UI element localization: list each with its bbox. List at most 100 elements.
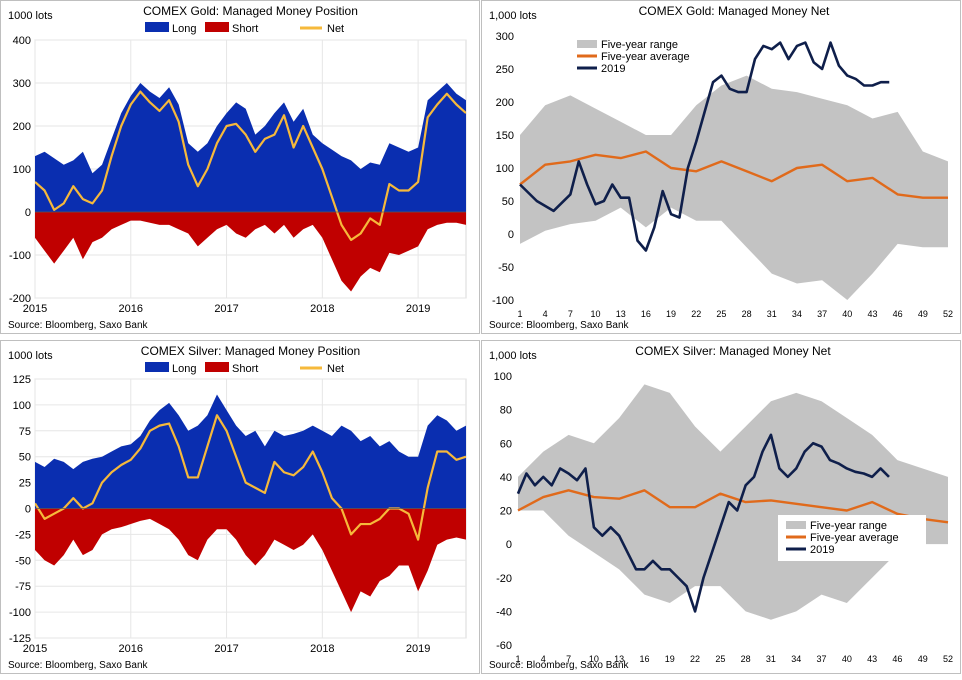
gold-net-legend-swatch-range — [577, 40, 597, 48]
gold-net-xtick-label: 7 — [568, 309, 573, 319]
silver-net-xtick-label: 34 — [791, 654, 801, 664]
gold-net-ytick-label: 100 — [496, 163, 514, 175]
gold-position-panel: COMEX Gold: Managed Money Position 1000 l… — [0, 0, 480, 334]
legend-label-short: Short — [232, 363, 258, 375]
silver-net-ylabel: 1,000 lots — [489, 350, 537, 362]
silver-net-ytick-label: 100 — [494, 371, 512, 383]
legend-label-long: Long — [172, 363, 196, 375]
silver-position-ytick-label: 50 — [19, 452, 31, 464]
gold-position-ytick-label: 400 — [13, 35, 31, 47]
gold-net-xtick-label: 37 — [817, 309, 827, 319]
silver-net-xtick-label: 16 — [639, 654, 649, 664]
silver-net-xtick-label: 43 — [867, 654, 877, 664]
silver-net-xtick-label: 52 — [943, 654, 953, 664]
gold-net-ylabel: 1,000 lots — [489, 10, 537, 22]
silver-net-xtick-label: 46 — [892, 654, 902, 664]
silver-net-xtick-label: 19 — [665, 654, 675, 664]
gold-position-ytick-label: 100 — [13, 164, 31, 176]
silver-position-ytick-label: -25 — [15, 529, 31, 541]
silver-position-panel: COMEX Silver: Managed Money Position1000… — [0, 340, 480, 674]
silver-net-ytick-label: -60 — [496, 640, 512, 652]
silver-net-ytick-label: -20 — [496, 573, 512, 585]
gold-net-xtick-label: 16 — [641, 309, 651, 319]
gold-position-source: Source: Bloomberg, Saxo Bank — [8, 320, 149, 331]
silver-position-ytick-label: 0 — [25, 504, 31, 516]
year-2019-line — [516, 433, 890, 613]
gold-position-ytick-label: -100 — [9, 250, 31, 262]
gold-net-xtick-label: 28 — [742, 309, 752, 319]
silver-net-panel: COMEX Silver: Managed Money Net 1,000 lot… — [481, 340, 961, 674]
long-area — [35, 394, 466, 509]
silver-net-xtick-label: 13 — [614, 654, 624, 664]
silver-position-ytick-label: 125 — [13, 374, 31, 386]
silver-net-xtick-label: 31 — [766, 654, 776, 664]
gold-position-xtick-label: 2016 — [119, 303, 143, 315]
silver-position-xtick-label: 2019 — [406, 643, 430, 655]
silver-position-ylabel: 1000 lots — [8, 350, 53, 362]
silver-net-legend-label-0: Five-year range — [810, 520, 887, 532]
gold-net-xtick-label: 43 — [867, 309, 877, 319]
silver-net-ytick-label: 80 — [500, 405, 512, 417]
silver-position-ytick-label: 100 — [13, 400, 31, 412]
gold-position-xtick-label: 2018 — [310, 303, 334, 315]
gold-net-ytick-label: 200 — [496, 97, 514, 109]
silver-net-ytick-label: 20 — [500, 506, 512, 518]
silver-net-xtick-label: 7 — [566, 654, 571, 664]
gold-net-xtick-label: 1 — [517, 309, 522, 319]
gold-net-xtick-label: 10 — [591, 309, 601, 319]
gold-position-xtick-label: 2015 — [23, 303, 47, 315]
gold-net-legend-label-2: 2019 — [601, 63, 625, 75]
silver-net-ytick-label: 60 — [500, 438, 512, 450]
legend-label-short: Short — [232, 23, 258, 35]
gold-net-xtick-label: 34 — [792, 309, 802, 319]
silver-net-legend-swatch-range — [786, 521, 806, 529]
gold-position-series-group — [35, 83, 466, 292]
gold-net-ytick-label: -100 — [492, 295, 514, 307]
gold-position-ylabel: 1000 lots — [8, 10, 53, 22]
gold-net-ytick-label: 300 — [496, 31, 514, 43]
silver-position-ytick-label: -125 — [9, 633, 31, 645]
silver-net-legend-label-1: Five-year average — [810, 532, 899, 544]
gold-net-xtick-label: 19 — [666, 309, 676, 319]
silver-net-title: COMEX Silver: Managed Money Net — [635, 344, 831, 358]
net-line — [35, 90, 466, 242]
gold-position-ytick-label: 300 — [13, 78, 31, 90]
silver-net-legend-label-2: 2019 — [810, 544, 834, 556]
silver-position-ytick-label: -100 — [9, 607, 31, 619]
silver-net-ytick-label: -40 — [496, 606, 512, 618]
silver-net-ytick-label: 40 — [500, 472, 512, 484]
legend-label-net: Net — [327, 363, 344, 375]
gold-net-xtick-label: 46 — [893, 309, 903, 319]
gold-net-xtick-label: 22 — [691, 309, 701, 319]
gold-position-ytick-label: 200 — [13, 121, 31, 133]
legend-swatch-long — [145, 362, 169, 372]
gold-net-ytick-label: 0 — [508, 229, 514, 241]
gold-net-xtick-label: 4 — [543, 309, 548, 319]
silver-net-xtick-label: 10 — [589, 654, 599, 664]
silver-position-title: COMEX Silver: Managed Money Position — [141, 344, 360, 358]
gold-position-xtick-label: 2017 — [214, 303, 238, 315]
legend-label-long: Long — [172, 23, 196, 35]
legend-swatch-short — [205, 362, 229, 372]
silver-position-xtick-label: 2017 — [214, 643, 238, 655]
gold-net-title: COMEX Gold: Managed Money Net — [639, 4, 830, 18]
year-2019-line — [519, 41, 890, 252]
short-area — [35, 212, 466, 292]
gold-net-ytick-label: 150 — [496, 130, 514, 142]
gold-net-legend-label-0: Five-year range — [601, 39, 678, 51]
silver-position-source: Source: Bloomberg, Saxo Bank — [8, 660, 149, 671]
gold-net-xtick-label: 13 — [616, 309, 626, 319]
gold-net-xtick-label: 31 — [767, 309, 777, 319]
gold-net-panel: COMEX Gold: Managed Money Net 1,000 lots S… — [481, 0, 961, 334]
silver-net-xtick-label: 22 — [690, 654, 700, 664]
gold-net-legend-label-1: Five-year average — [601, 51, 690, 63]
silver-position-ytick-label: -50 — [15, 555, 31, 567]
silver-net-xtick-label: 49 — [918, 654, 928, 664]
short-area — [35, 508, 466, 613]
silver-net-xtick-label: 37 — [817, 654, 827, 664]
gold-position-title: COMEX Gold: Managed Money Position — [143, 4, 358, 18]
silver-position-ytick-label: -75 — [15, 581, 31, 593]
gold-net-ytick-label: -50 — [498, 262, 514, 274]
